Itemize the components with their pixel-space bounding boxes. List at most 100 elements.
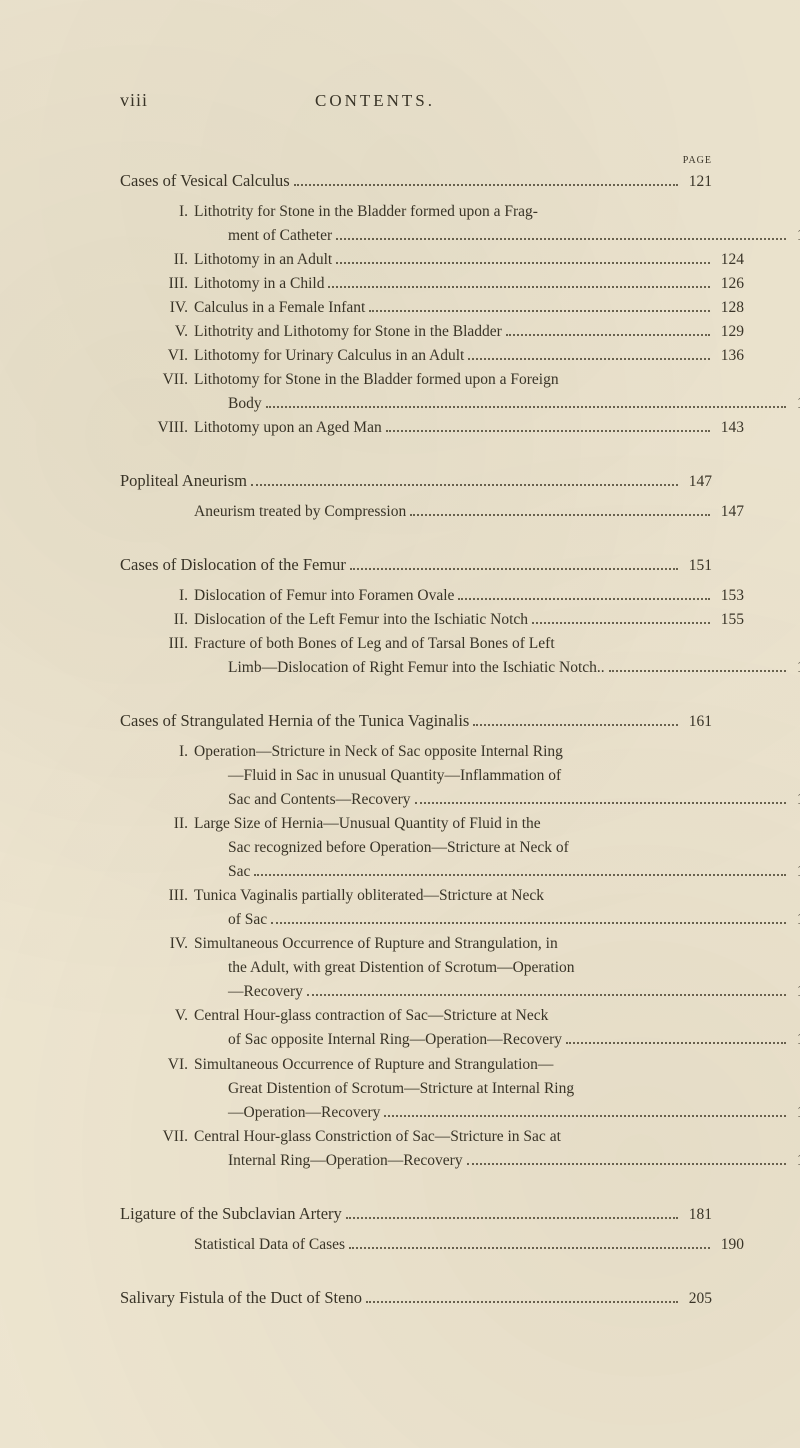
entry-page: 147 [714,500,744,524]
toc-entry: VIII.Lithotomy upon an Aged Man143 [120,416,744,440]
entry-page: 136 [714,344,744,368]
leader-dots [266,395,786,408]
entry-page: 124 [714,248,744,272]
section-gap [120,440,712,468]
page-container: viii CONTENTS. PAGE Cases of Vesical Cal… [0,0,800,1448]
toc-entry: I.Dislocation of Femur into Foramen Oval… [120,584,744,608]
entry-text: of Sac [228,908,267,932]
leader-dots [369,299,710,312]
entry-page: 165 [790,860,800,884]
entry-page: 166 [790,908,800,932]
entry-text: Lithotomy for Stone in the Bladder forme… [194,368,559,392]
leader-dots [458,587,710,600]
contents-list: Cases of Vesical Calculus121I.Lithotrity… [120,168,712,1317]
toc-entry: I.Lithotrity for Stone in the Bladder fo… [120,200,744,224]
roman-numeral: II. [152,812,188,836]
leader-dots [468,347,710,360]
entry-text: Dislocation of the Left Femur into the I… [194,608,528,632]
entry-page: 147 [682,470,712,494]
entry-text: Sac [228,860,250,884]
entry-text: Fracture of both Bones of Leg and of Tar… [194,632,555,656]
entry-text: Simultaneous Occurrence of Rupture and S… [194,932,558,956]
entry-text: Internal Ring—Operation—Recovery [228,1149,463,1173]
entry-text: Central Hour-glass contraction of Sac—St… [194,1004,548,1028]
roman-numeral: II. [152,248,188,272]
toc-entry-continuation: Limb—Dislocation of Right Femur into the… [120,656,800,680]
entry-page: 171 [790,1101,800,1125]
leader-dots [336,251,710,264]
entry-text: Lithotomy for Urinary Calculus in an Adu… [194,344,464,368]
roman-numeral: VII. [152,368,188,392]
roman-numeral: VIII. [152,416,188,440]
toc-entry-continuation: Body140 [120,392,800,416]
leader-dots [609,659,786,672]
roman-numeral: VI. [152,1053,188,1077]
section-gap [120,680,712,708]
entry-page: 205 [682,1287,712,1311]
entry-text: Calculus in a Female Infant [194,296,365,320]
entry-page: 153 [714,584,744,608]
entry-text: Lithotrity for Stone in the Bladder form… [194,200,538,224]
section-title: Cases of Vesical Calculus 121 [120,168,712,194]
entry-text: Salivary Fistula of the Duct of Steno [120,1285,362,1311]
entry-text: ment of Catheter [228,224,332,248]
toc-entry-continuation: Sac 165 [120,860,800,884]
entry-page: 140 [790,392,800,416]
entry-page: 161 [682,710,712,734]
entry-page: 157 [790,656,800,680]
section-gap [120,1257,712,1285]
toc-entry: the Adult, with great Distention of Scro… [120,956,712,980]
roman-numeral: III. [152,632,188,656]
entry-text: Cases of Vesical Calculus [120,168,290,194]
toc-entry: III.Fracture of both Bones of Leg and of… [120,632,744,656]
entry-page: 181 [682,1203,712,1227]
roman-numeral: I. [152,200,188,224]
leader-dots [350,557,678,570]
entry-page: 129 [714,320,744,344]
section-title: Cases of Strangulated Hernia of the Tuni… [120,708,712,734]
toc-entry: II.Dislocation of the Left Femur into th… [120,608,744,632]
section-gap [120,524,712,552]
roman-numeral: II. [152,608,188,632]
entry-text: Cases of Dislocation of the Femur [120,552,346,578]
toc-entry-continuation: ment of Catheter121 [120,224,800,248]
toc-entry: VII.Lithotomy for Stone in the Bladder f… [120,368,744,392]
leader-dots [384,1104,786,1117]
roman-numeral: IV. [152,932,188,956]
entry-text: Aneurism treated by Compression [194,500,406,524]
toc-entry: V.Lithotrity and Lithotomy for Stone in … [120,320,744,344]
leader-dots [566,1032,786,1045]
entry-text: Ligature of the Subclavian Artery [120,1201,342,1227]
small-gap [120,1311,712,1317]
section-title: Cases of Dislocation of the Femur151 [120,552,712,578]
header-title: CONTENTS. [315,91,435,111]
toc-entry: Statistical Data of Cases190 [120,1233,744,1257]
roman-numeral: VII. [152,1125,188,1149]
toc-entry: Aneurism treated by Compression 147 [120,500,744,524]
toc-entry-continuation: of Sac opposite Internal Ring—Operation—… [120,1028,800,1052]
entry-text: Sac and Contents—Recovery [228,788,411,812]
leader-dots [271,912,786,925]
roman-numeral: VI. [152,344,188,368]
leader-dots [532,611,710,624]
entry-text: Lithotomy upon an Aged Man [194,416,382,440]
toc-entry: VI.Simultaneous Occurrence of Rupture an… [120,1053,744,1077]
entry-text: Lithotrity and Lithotomy for Stone in th… [194,320,502,344]
leader-dots [410,503,710,516]
entry-text: Central Hour-glass Constriction of Sac—S… [194,1125,561,1149]
toc-entry: VI.Lithotomy for Urinary Calculus in an … [120,344,744,368]
entry-page: 121 [682,170,712,194]
entry-text: Dislocation of Femur into Foramen Ovale [194,584,454,608]
toc-entry: III.Lithotomy in a Child126 [120,272,744,296]
entry-text: —Recovery [228,980,303,1004]
roman-numeral: III. [152,884,188,908]
entry-text: —Operation—Recovery [228,1101,380,1125]
toc-entry: V.Central Hour-glass contraction of Sac—… [120,1004,744,1028]
toc-entry: II.Lithotomy in an Adult124 [120,248,744,272]
roman-numeral: III. [152,272,188,296]
leader-dots [386,419,710,432]
leader-dots [415,791,786,804]
roman-numeral: V. [152,1004,188,1028]
entry-text: Tunica Vaginalis partially obliterated—S… [194,884,544,908]
leader-dots [506,323,710,336]
